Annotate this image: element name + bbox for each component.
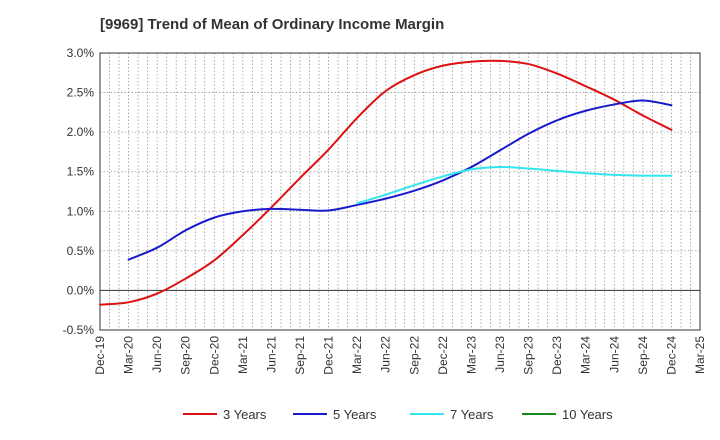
- x-tick-label: Jun-21: [264, 336, 278, 373]
- x-tick-label: Jun-24: [607, 336, 621, 373]
- x-tick-label: Sep-21: [293, 336, 307, 375]
- x-tick-label: Sep-20: [179, 336, 193, 375]
- chart-title: [9969] Trend of Mean of Ordinary Income …: [100, 16, 445, 33]
- x-tick-label: Mar-25: [693, 336, 707, 374]
- x-tick-label: Dec-24: [664, 336, 678, 375]
- x-tick-label: Sep-22: [407, 336, 421, 375]
- x-tick-label: Jun-23: [493, 336, 507, 373]
- x-tick-label: Mar-21: [236, 336, 250, 374]
- x-tick-label: Dec-21: [322, 336, 336, 375]
- x-tick-label: Jun-22: [379, 336, 393, 373]
- x-tick-label: Dec-22: [436, 336, 450, 375]
- series-line-1: [99, 59, 673, 306]
- x-tick-label: Mar-23: [464, 336, 478, 374]
- x-tick-label: Mar-22: [350, 336, 364, 374]
- axes: -0.5% 0.0% 0.5% 1.0% 1.5% 2.0% 2.5% 3.0% Dec-19 M…: [63, 46, 707, 375]
- x-tick-label: Mar-20: [122, 336, 136, 374]
- series-line-2: [127, 99, 673, 261]
- legend: 3 Years 5 Years 7 Years 10 Years: [183, 407, 613, 422]
- series-line-3: [356, 165, 673, 205]
- x-tick-label: Sep-23: [522, 336, 536, 375]
- y-tick-label: 3.0%: [67, 46, 95, 60]
- x-tick-label: Jun-20: [150, 336, 164, 373]
- legend-label: 7 Years: [450, 407, 494, 422]
- y-tick-label: 0.0%: [67, 283, 95, 297]
- x-tick-label: Dec-20: [207, 336, 221, 375]
- x-tick-label: Mar-24: [579, 336, 593, 374]
- y-tick-label: 2.0%: [67, 125, 95, 139]
- x-tick-label: Dec-23: [550, 336, 564, 375]
- grid-lines: [100, 53, 700, 330]
- legend-label: 10 Years: [562, 407, 613, 422]
- y-tick-label: 1.5%: [67, 165, 95, 179]
- y-tick-label: -0.5%: [63, 323, 95, 337]
- plot-area: [100, 53, 700, 330]
- series-lines: [99, 59, 673, 306]
- y-tick-label: 2.5%: [67, 86, 95, 100]
- x-tick-label: Dec-19: [93, 336, 107, 375]
- plot-border: [99, 52, 701, 331]
- legend-label: 5 Years: [333, 407, 377, 422]
- legend-label: 3 Years: [223, 407, 267, 422]
- x-tick-label: Sep-24: [636, 336, 650, 375]
- y-tick-label: 1.0%: [67, 204, 95, 218]
- y-tick-label: 0.5%: [67, 244, 95, 258]
